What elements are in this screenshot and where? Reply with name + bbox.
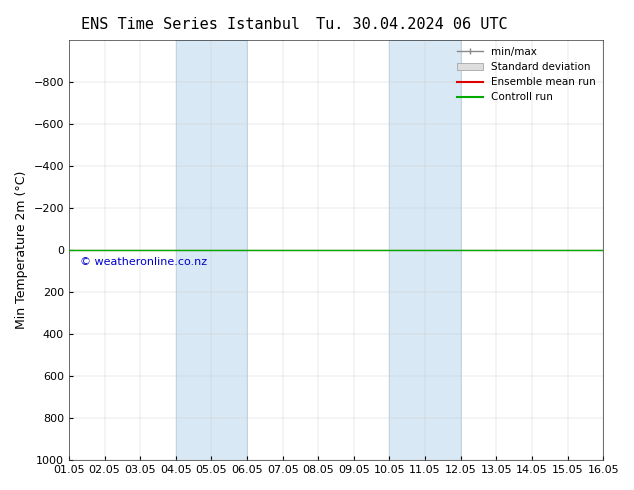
Bar — [176, 40, 247, 460]
Bar — [389, 40, 461, 460]
Text: Tu. 30.04.2024 06 UTC: Tu. 30.04.2024 06 UTC — [316, 17, 508, 32]
Text: © weatheronline.co.nz: © weatheronline.co.nz — [80, 257, 207, 268]
Y-axis label: Min Temperature 2m (°C): Min Temperature 2m (°C) — [15, 171, 28, 329]
Legend: min/max, Standard deviation, Ensemble mean run, Controll run: min/max, Standard deviation, Ensemble me… — [453, 43, 600, 107]
Text: ENS Time Series Istanbul: ENS Time Series Istanbul — [81, 17, 300, 32]
